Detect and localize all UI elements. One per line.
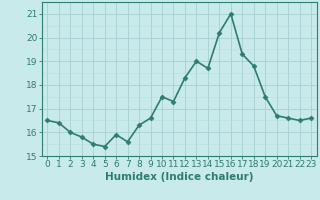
- X-axis label: Humidex (Indice chaleur): Humidex (Indice chaleur): [105, 172, 253, 182]
